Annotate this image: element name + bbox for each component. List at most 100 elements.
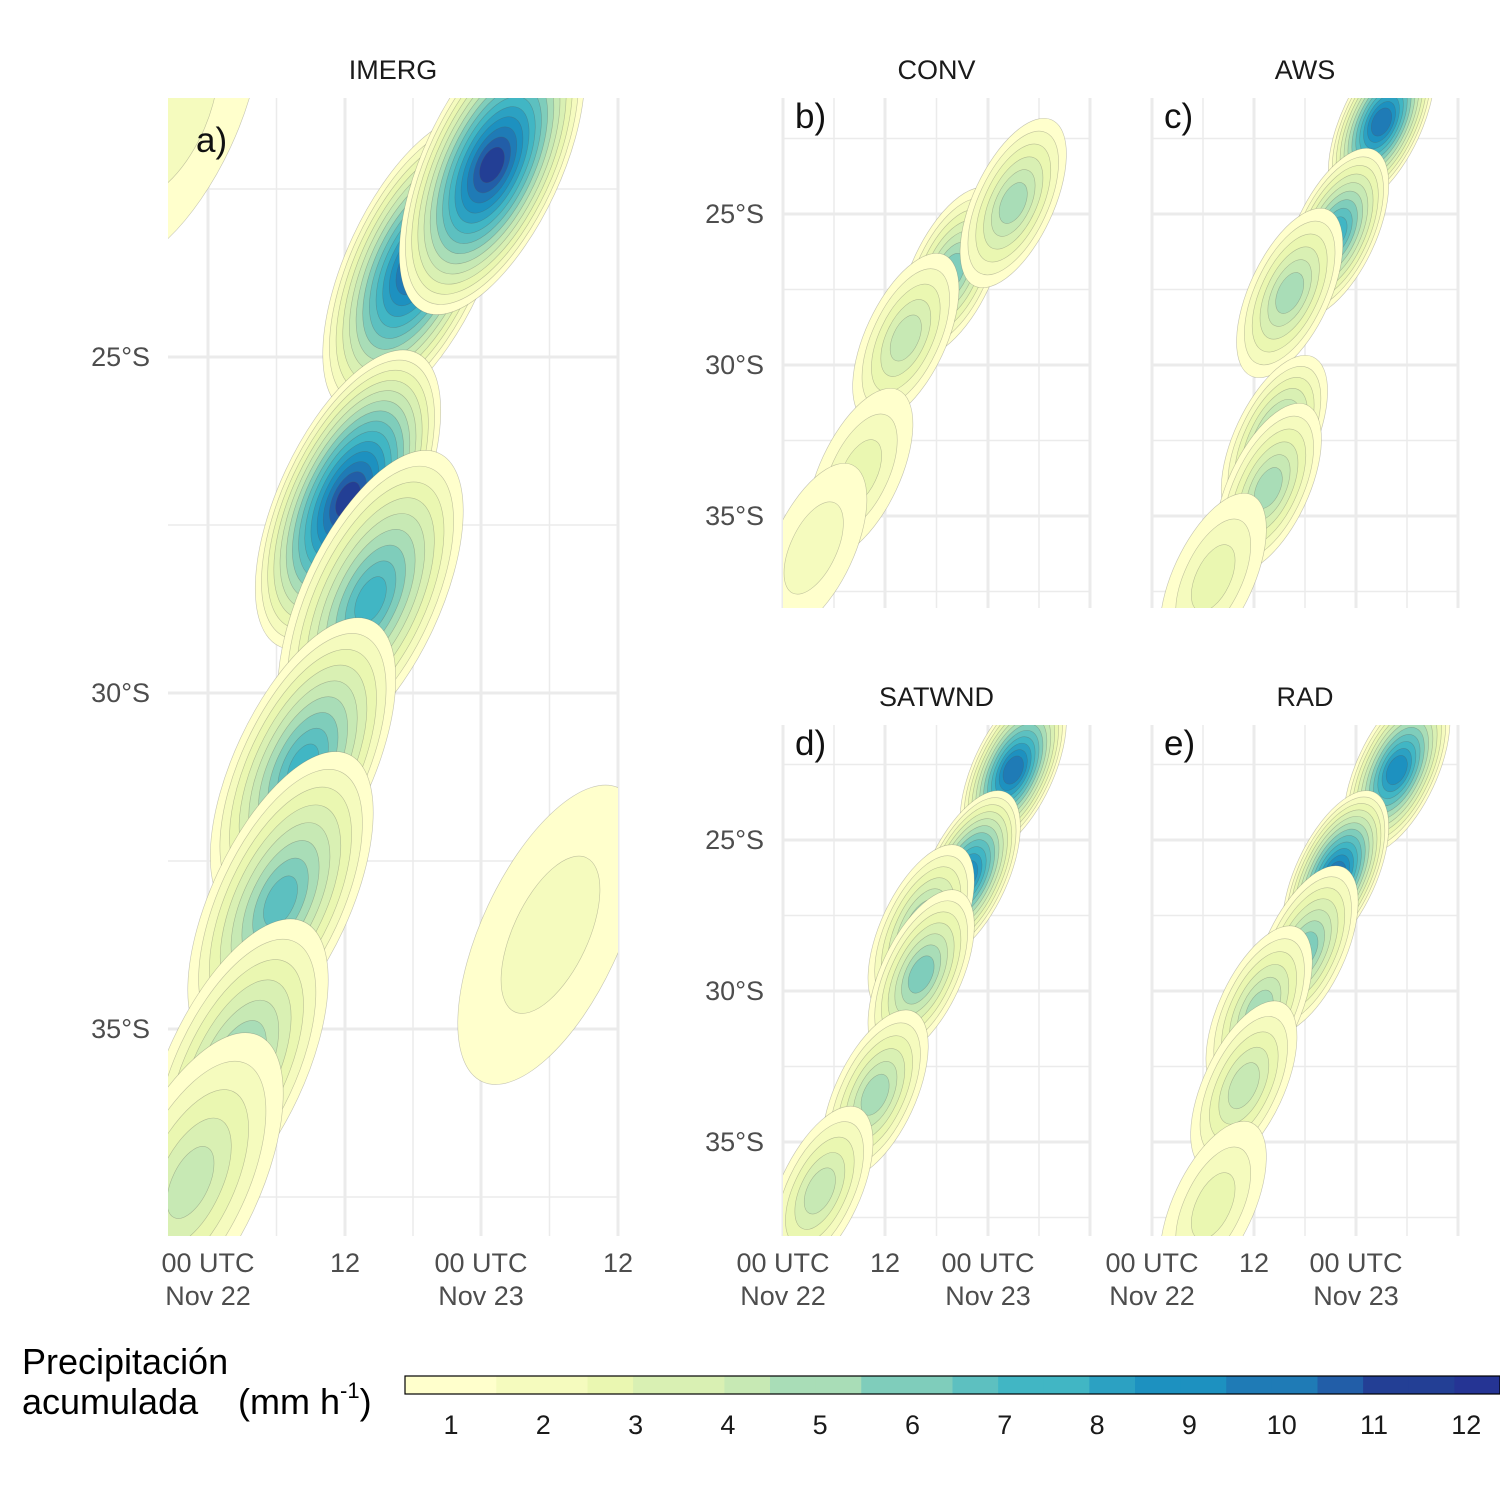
legend-units: (mm h-1) — [238, 1378, 372, 1422]
y-tick-label: 30°S — [91, 678, 150, 708]
contour-level — [783, 501, 844, 595]
colorbar-segment — [1271, 1376, 1318, 1394]
panel-title: IMERG — [349, 55, 438, 85]
panel-conv: CONV b) 25°S 30°S 35°S 00 UTC Nov 22 12 00 UTC No… — [705, 55, 1092, 1311]
precip-cell — [254, 349, 442, 650]
precip-cell — [1159, 492, 1267, 608]
contour-level — [907, 955, 935, 994]
colorbar-tick-label: 5 — [813, 1410, 828, 1440]
precip-cell — [1236, 207, 1344, 379]
precip-field — [783, 117, 1067, 608]
colorbar-tick-label: 1 — [443, 1410, 458, 1440]
colorbar-segment — [1226, 1376, 1273, 1394]
x-tick-label: 00 UTC Nov 23 — [434, 1248, 527, 1311]
panel-satwnd: SATWND d) 25°S 30°S 35°S — [705, 682, 1092, 1236]
x-tick-label: 00 UTC Nov 22 — [1105, 1248, 1198, 1311]
y-tick-label: 25°S — [705, 825, 764, 855]
colorbar-segment — [541, 1376, 588, 1394]
colorbar-segment — [450, 1376, 497, 1394]
y-tick-label: 35°S — [91, 1014, 150, 1044]
colorbar-segment — [906, 1376, 953, 1394]
colorbar-segment — [1408, 1376, 1455, 1394]
colorbar-segment — [998, 1376, 1045, 1394]
colorbar-segment — [770, 1376, 817, 1394]
precip-cell — [783, 462, 868, 608]
y-tick-label: 35°S — [705, 501, 764, 531]
contour-level — [889, 314, 922, 362]
panel-title: AWS — [1275, 55, 1336, 85]
panel-imerg: IMERG a) 25°S 30°S 35°S 00 UTC Nov 22 12 00 UTC N… — [91, 55, 633, 1311]
colorbar-segment — [405, 1376, 452, 1394]
x-tick-label: 12 — [603, 1248, 633, 1278]
y-tick-label: 25°S — [705, 199, 764, 229]
contour-level — [479, 146, 505, 184]
x-tick-label: 00 UTC Nov 23 — [1309, 1248, 1402, 1311]
colorbar-segment — [952, 1376, 999, 1394]
precip-cell — [1190, 1000, 1298, 1171]
contour-level — [168, 1146, 215, 1219]
colorbar-segment — [633, 1376, 680, 1394]
colorbar-segment — [587, 1376, 634, 1394]
colorbar-tick-label: 9 — [1182, 1410, 1197, 1440]
colorbar-tick-label: 7 — [997, 1410, 1012, 1440]
x-tick-label: 00 UTC Nov 22 — [736, 1248, 829, 1311]
contour-level — [500, 855, 601, 1014]
x-tick-label: 00 UTC Nov 22 — [161, 1248, 254, 1311]
colorbar-segment — [815, 1376, 862, 1394]
colorbar-tick-label: 4 — [720, 1410, 735, 1440]
y-tick-label: 35°S — [705, 1127, 764, 1157]
colorbar-frame — [404, 1375, 1500, 1395]
precip-cell — [168, 98, 262, 269]
colorbar-segment — [1363, 1376, 1410, 1394]
contour-level — [803, 1167, 836, 1215]
colorbar-tick-label: 11 — [1360, 1410, 1388, 1440]
panel-title: SATWND — [879, 682, 994, 712]
precip-field — [783, 725, 1067, 1236]
contour-level — [168, 98, 218, 198]
panel-title: RAD — [1276, 682, 1333, 712]
contour-level — [1191, 544, 1236, 608]
colorbar-tick-label: 10 — [1267, 1410, 1297, 1440]
contour-level — [1385, 755, 1408, 786]
x-tick-label: 12 — [1239, 1248, 1269, 1278]
colorbar-tick-label: 2 — [536, 1410, 551, 1440]
colorbar-segment — [678, 1376, 725, 1394]
contour-level — [1227, 1062, 1260, 1110]
y-tick-label: 25°S — [91, 342, 150, 372]
panel-tag: a) — [196, 121, 227, 160]
precip-cell — [168, 1032, 284, 1236]
precip-cell — [1159, 1120, 1267, 1236]
panel-tag: b) — [795, 97, 826, 136]
contour-level — [168, 98, 262, 269]
x-tick-label: 00 UTC Nov 23 — [941, 1248, 1034, 1311]
colorbar-segment — [724, 1376, 771, 1394]
colorbar-tick-label: 3 — [628, 1410, 643, 1440]
colorbar-tick-label: 12 — [1451, 1410, 1481, 1440]
contour-level — [1191, 1172, 1236, 1236]
precip-cell — [852, 252, 960, 424]
precip-field — [168, 98, 618, 1236]
precip-cell — [398, 98, 586, 315]
y-tick-label: 30°S — [705, 350, 764, 380]
colorbar-segment — [1089, 1376, 1136, 1394]
colorbar-segment — [1180, 1376, 1227, 1394]
legend-title-line2: acumulada — [22, 1381, 199, 1422]
panel-tag: c) — [1164, 97, 1193, 136]
panel-rad: RAD e) — [1150, 682, 1460, 1236]
colorbar-tick-label: 6 — [905, 1410, 920, 1440]
precip-cell — [457, 784, 618, 1085]
colorbar-segment — [1454, 1376, 1500, 1394]
precip-field — [1159, 725, 1451, 1236]
x-tick-label: 12 — [330, 1248, 360, 1278]
colorbar-segment — [1135, 1376, 1182, 1394]
legend-title-line1: Precipitación — [22, 1341, 228, 1382]
contour-level — [1002, 755, 1024, 785]
x-tick-label: 12 — [870, 1248, 900, 1278]
colorbar-segment — [861, 1376, 908, 1394]
colorbar-segment — [1043, 1376, 1090, 1394]
contour-level — [998, 182, 1028, 224]
precip-cell — [783, 1105, 874, 1236]
panel-aws: AWS c) 00 UTC Nov 22 12 00 UTC Nov 23 — [1105, 55, 1460, 1311]
y-tick-label: 30°S — [705, 976, 764, 1006]
